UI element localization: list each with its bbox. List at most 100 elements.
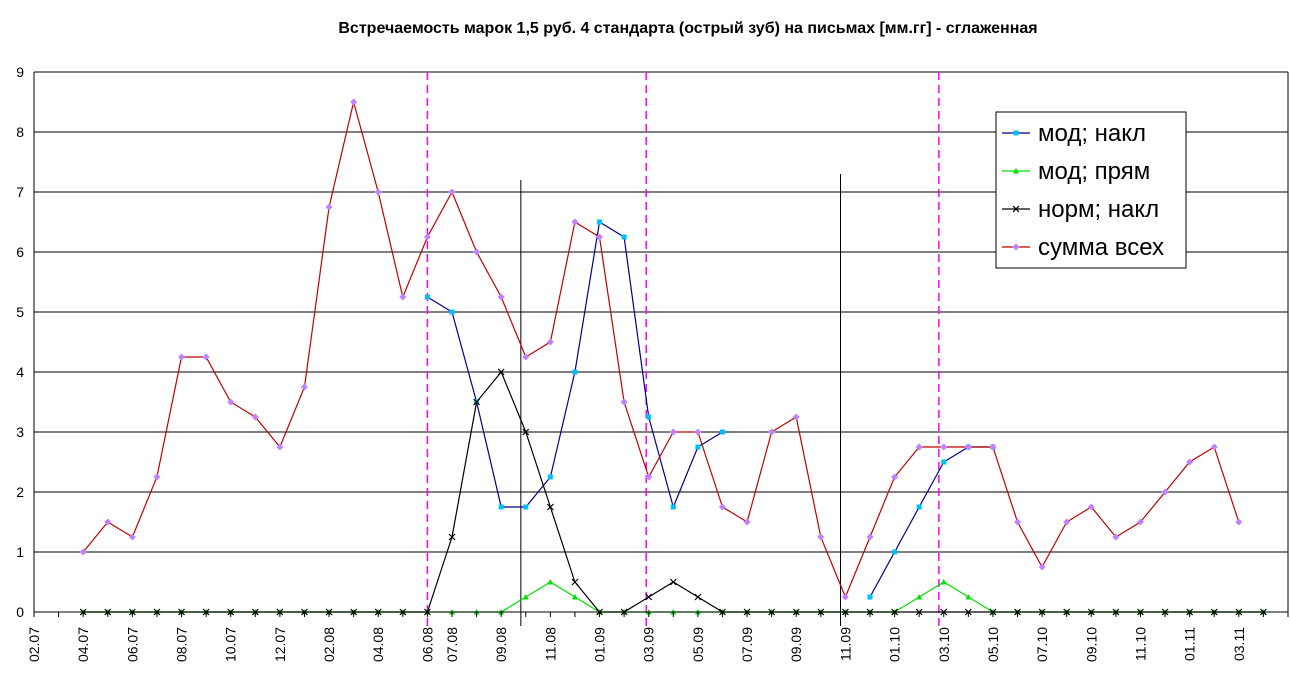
data-point-diamond <box>1210 443 1218 451</box>
x-tick-label: 01.10 <box>887 627 903 662</box>
data-point-square <box>572 369 578 375</box>
data-point-triangle <box>547 579 554 585</box>
y-tick-label: 3 <box>16 424 24 440</box>
data-point-diamond <box>964 443 972 451</box>
data-point-diamond <box>1014 518 1022 526</box>
x-tick-label: 08.07 <box>174 627 190 662</box>
data-point-diamond <box>1186 458 1194 466</box>
data-point-square <box>719 429 725 435</box>
data-point-diamond <box>374 188 382 196</box>
data-point-diamond <box>546 338 554 346</box>
y-tick-label: 1 <box>16 544 24 560</box>
series-line <box>869 446 993 598</box>
data-point-square <box>449 309 455 315</box>
data-point-diamond <box>276 443 284 451</box>
data-point-diamond <box>448 188 456 196</box>
data-point-square <box>547 474 553 480</box>
data-point-x <box>497 368 505 376</box>
data-point-x <box>522 428 530 436</box>
data-point-diamond <box>1012 243 1020 251</box>
x-tick-label: 09.08 <box>493 627 509 662</box>
x-tick-label: 04.08 <box>370 627 386 662</box>
data-point-x <box>448 533 456 541</box>
data-point-square <box>621 234 627 240</box>
data-point-triangle <box>1013 168 1019 174</box>
data-point-diamond <box>399 293 407 301</box>
x-tick-label: 07.08 <box>444 627 460 662</box>
data-point-diamond <box>1136 518 1144 526</box>
x-tick-label: 01.09 <box>592 627 608 662</box>
legend-label: сумма всех <box>1038 234 1164 261</box>
data-point-square <box>523 504 529 510</box>
data-point-square <box>597 219 603 225</box>
data-point-diamond <box>866 533 874 541</box>
data-point-triangle <box>965 594 972 600</box>
data-point-diamond <box>694 428 702 436</box>
data-point-x <box>669 578 677 586</box>
data-point-diamond <box>1161 488 1169 496</box>
legend: мод; накл мод; прям норм; накл сумма всех <box>995 111 1187 269</box>
x-tick-label: 07.10 <box>1034 627 1050 662</box>
data-point-x <box>645 593 653 601</box>
series-line <box>82 101 1240 599</box>
data-point-diamond <box>128 533 136 541</box>
x-tick-label: 10.07 <box>223 627 239 662</box>
y-tick-label: 5 <box>16 304 24 320</box>
data-point-diamond <box>891 473 899 481</box>
x-tick-label: 06.08 <box>419 627 435 662</box>
data-point-diamond <box>768 428 776 436</box>
data-point-diamond <box>571 218 579 226</box>
data-point-diamond <box>423 233 431 241</box>
data-point-triangle <box>916 594 923 600</box>
x-tick-label: 02.08 <box>321 627 337 662</box>
data-point-square <box>424 294 430 300</box>
legend-label: мод; прям <box>1038 158 1150 185</box>
data-point-diamond <box>718 503 726 511</box>
x-tick-label: 11.08 <box>542 627 558 661</box>
x-tick-label: 03.10 <box>936 627 952 662</box>
x-tick-label: 03.11 <box>1231 627 1247 661</box>
series-line <box>427 221 723 509</box>
data-point-triangle <box>522 594 529 600</box>
data-point-triangle <box>940 579 947 585</box>
data-point-diamond <box>104 518 112 526</box>
data-point-diamond <box>1038 563 1046 571</box>
x-tick-label: 12.07 <box>272 627 288 662</box>
legend-label: мод; накл <box>1038 120 1146 147</box>
data-point-diamond <box>1235 518 1243 526</box>
data-point-diamond <box>915 443 923 451</box>
y-tick-label: 6 <box>16 244 24 260</box>
chart-title: Встречаемость марок 1,5 руб. 4 стандарта… <box>338 20 1038 37</box>
y-tick-label: 2 <box>16 484 24 500</box>
y-tick-label: 4 <box>16 364 24 380</box>
data-point-diamond <box>940 443 948 451</box>
data-point-diamond <box>497 293 505 301</box>
data-point-square <box>695 444 701 450</box>
data-point-diamond <box>350 98 358 106</box>
y-tick-label: 9 <box>16 64 24 80</box>
x-tick-label: 04.07 <box>75 627 91 662</box>
data-point-diamond <box>325 203 333 211</box>
data-point-diamond <box>792 413 800 421</box>
x-tick-label: 11.09 <box>837 627 853 661</box>
x-tick-label: 09.09 <box>788 627 804 662</box>
vertical-markers <box>426 72 940 626</box>
x-tick-label: 05.09 <box>690 627 706 662</box>
legend-label: норм; накл <box>1038 196 1159 223</box>
x-tick-label: 03.09 <box>641 627 657 662</box>
data-point-diamond <box>817 533 825 541</box>
data-point-diamond <box>251 413 259 421</box>
x-tick-label: 01.11 <box>1182 627 1198 661</box>
data-point-diamond <box>620 398 628 406</box>
data-point-diamond <box>473 248 481 256</box>
data-point-diamond <box>1063 518 1071 526</box>
data-point-x <box>546 503 554 511</box>
data-point-diamond <box>669 428 677 436</box>
data-point-diamond <box>645 473 653 481</box>
data-point-square <box>1013 130 1019 136</box>
data-point-x <box>571 578 579 586</box>
series-4 <box>79 98 1243 601</box>
series-1 <box>424 219 996 600</box>
data-point-diamond <box>743 518 751 526</box>
x-tick-label: 11.10 <box>1132 627 1148 661</box>
